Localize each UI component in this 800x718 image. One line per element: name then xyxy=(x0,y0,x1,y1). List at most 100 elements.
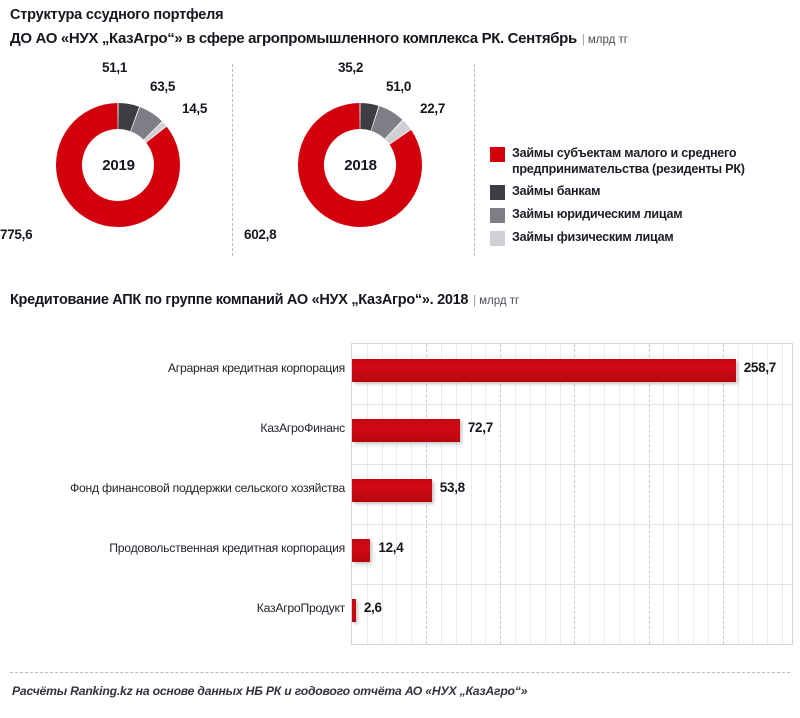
footer-source-note: Расчёты Ranking.kz на основе данных НБ Р… xyxy=(12,684,528,698)
gridline-minor xyxy=(767,344,769,644)
donut-segment[interactable] xyxy=(56,103,181,227)
gridline-minor xyxy=(678,344,680,644)
gridline-minor xyxy=(752,344,754,644)
bar-category-label: КазАгроФинанс xyxy=(260,421,345,435)
legend-swatch xyxy=(490,231,505,246)
bar-category-label: КазАгроПродукт xyxy=(256,601,346,615)
gridline-minor xyxy=(544,344,546,644)
bar[interactable] xyxy=(352,479,432,502)
legend-item[interactable]: Займы физическим лицам xyxy=(490,230,795,246)
gridline-minor xyxy=(470,344,472,644)
gridline-minor xyxy=(440,344,442,644)
gridline-minor xyxy=(693,344,695,644)
page-title-line2: ДО АО «НУХ „КазАгро“» в сфере агропромыш… xyxy=(10,29,800,50)
donut-segment[interactable] xyxy=(360,103,379,131)
gridline-minor xyxy=(455,344,457,644)
bar-chart-title: Кредитование АПК по группе компаний АО «… xyxy=(10,292,519,308)
page-title-line1: Структура ссудного портфеля xyxy=(10,7,224,23)
bar[interactable] xyxy=(352,419,460,442)
bar-chart-row[interactable]: КазАгроПродукт 2,6 xyxy=(0,583,800,643)
donut-segment[interactable] xyxy=(371,106,403,139)
donut-segment[interactable] xyxy=(298,103,422,228)
bar-chart-unit-text: млрд тг xyxy=(479,295,520,307)
donut-2018-svg xyxy=(298,103,422,228)
bar-chart: Аграрная кредитная корпорация 258,7 КазАгр… xyxy=(0,336,800,656)
header-unit-text: млрд тг xyxy=(587,34,628,46)
donut-2019-label-legal: 63,5 xyxy=(150,79,176,94)
gridline-minor xyxy=(485,344,487,644)
bar[interactable] xyxy=(352,539,371,562)
chart-legend: Займы субъектам малого и среднего предпр… xyxy=(490,146,795,253)
bar-chart-row[interactable]: Фонд финансовой поддержки сельского хозя… xyxy=(0,463,800,523)
donut-2019-svg xyxy=(56,103,181,227)
gridline-minor xyxy=(604,344,606,644)
gridline-horizontal xyxy=(352,524,792,525)
footer-divider xyxy=(10,672,790,673)
donut-2019-label-sme: 775,6 xyxy=(0,227,33,242)
gridline-major xyxy=(500,344,502,644)
gridline-horizontal xyxy=(352,464,792,465)
gridline-major xyxy=(648,344,650,644)
bar-category-label: Продовольственная кредитная корпорация xyxy=(109,541,345,555)
bar-chart-unit-pipe: | xyxy=(473,295,477,307)
bar-value-label: 2,6 xyxy=(363,600,382,615)
legend-swatch xyxy=(490,208,505,223)
donut-2018-label-sme: 602,8 xyxy=(244,227,277,242)
donut-2018-label-individuals: 22,7 xyxy=(420,101,446,116)
page-title-line2-text: ДО АО «НУХ „КазАгро“» в сфере агропромыш… xyxy=(10,30,577,47)
donut-2018-label-banks: 35,2 xyxy=(338,60,364,75)
bar-chart-row[interactable]: Аграрная кредитная корпорация 258,7 xyxy=(0,343,800,403)
legend-item-label: Займы банкам xyxy=(512,184,601,198)
gridline-minor xyxy=(737,344,739,644)
header-unit: | млрд тг xyxy=(577,34,628,46)
donut-2019-label-individuals: 14,5 xyxy=(182,101,208,116)
bar-chart-row[interactable]: Продовольственная кредитная корпорация 12… xyxy=(0,523,800,583)
bar[interactable] xyxy=(352,359,736,382)
gridline-minor xyxy=(589,344,591,644)
donut-segment[interactable] xyxy=(385,120,411,145)
gridline-minor xyxy=(559,344,561,644)
donut-segment[interactable] xyxy=(143,121,167,143)
legend-item[interactable]: Займы юридическим лицам xyxy=(490,207,795,223)
bar[interactable] xyxy=(352,599,356,622)
bar-value-label: 53,8 xyxy=(439,480,465,495)
gridline-minor xyxy=(618,344,620,644)
gridline-minor xyxy=(529,344,531,644)
donut-2018-label-legal: 51,0 xyxy=(386,79,412,94)
gridline-minor xyxy=(707,344,709,644)
bar-chart-row[interactable]: КазАгроФинанс 72,7 xyxy=(0,403,800,463)
gridline-horizontal xyxy=(352,404,792,405)
bar-value-label: 12,4 xyxy=(378,540,404,555)
bar-value-label: 72,7 xyxy=(467,420,493,435)
gridline-minor xyxy=(782,344,784,644)
legend-item-label: Займы юридическим лицам xyxy=(512,207,683,221)
legend-item[interactable]: Займы субъектам малого и среднего предпр… xyxy=(490,146,795,177)
donut-chart-2018: 2018 35,2 51,0 22,7 602,8 xyxy=(244,58,463,258)
legend-item-label: Займы субъектам малого и среднего предпр… xyxy=(512,146,745,176)
bar-chart-title-text: Кредитование АПК по группе компаний АО «… xyxy=(10,292,469,308)
section-divider-1 xyxy=(232,64,233,256)
gridline-minor xyxy=(515,344,517,644)
bar-category-label: Фонд финансовой поддержки сельского хозя… xyxy=(70,481,345,495)
header: Структура ссудного портфеля ДО АО «НУХ „… xyxy=(10,6,800,50)
donut-segment[interactable] xyxy=(118,103,140,132)
bar-category-label: Аграрная кредитная корпорация xyxy=(167,361,345,375)
donut-2018-center-label: 2018 xyxy=(344,157,377,174)
donut-2019-label-banks: 51,1 xyxy=(102,60,128,75)
donut-segment[interactable] xyxy=(130,107,162,140)
gridline-minor xyxy=(633,344,635,644)
legend-item-label: Займы физическим лицам xyxy=(512,230,674,244)
legend-swatch xyxy=(490,185,505,200)
section-divider-2 xyxy=(474,64,475,256)
gridline-major xyxy=(722,344,724,644)
legend-swatch xyxy=(490,147,505,162)
bar-value-label: 258,7 xyxy=(743,360,777,375)
gridline-minor xyxy=(663,344,665,644)
header-unit-pipe: | xyxy=(581,34,585,46)
donut-2019-center-label: 2019 xyxy=(102,157,135,174)
legend-item[interactable]: Займы банкам xyxy=(490,184,795,200)
donut-chart-2019: 2019 51,1 63,5 14,5 775,6 xyxy=(0,58,221,258)
bar-chart-unit: | млрд тг xyxy=(468,295,519,307)
gridline-major xyxy=(574,344,576,644)
